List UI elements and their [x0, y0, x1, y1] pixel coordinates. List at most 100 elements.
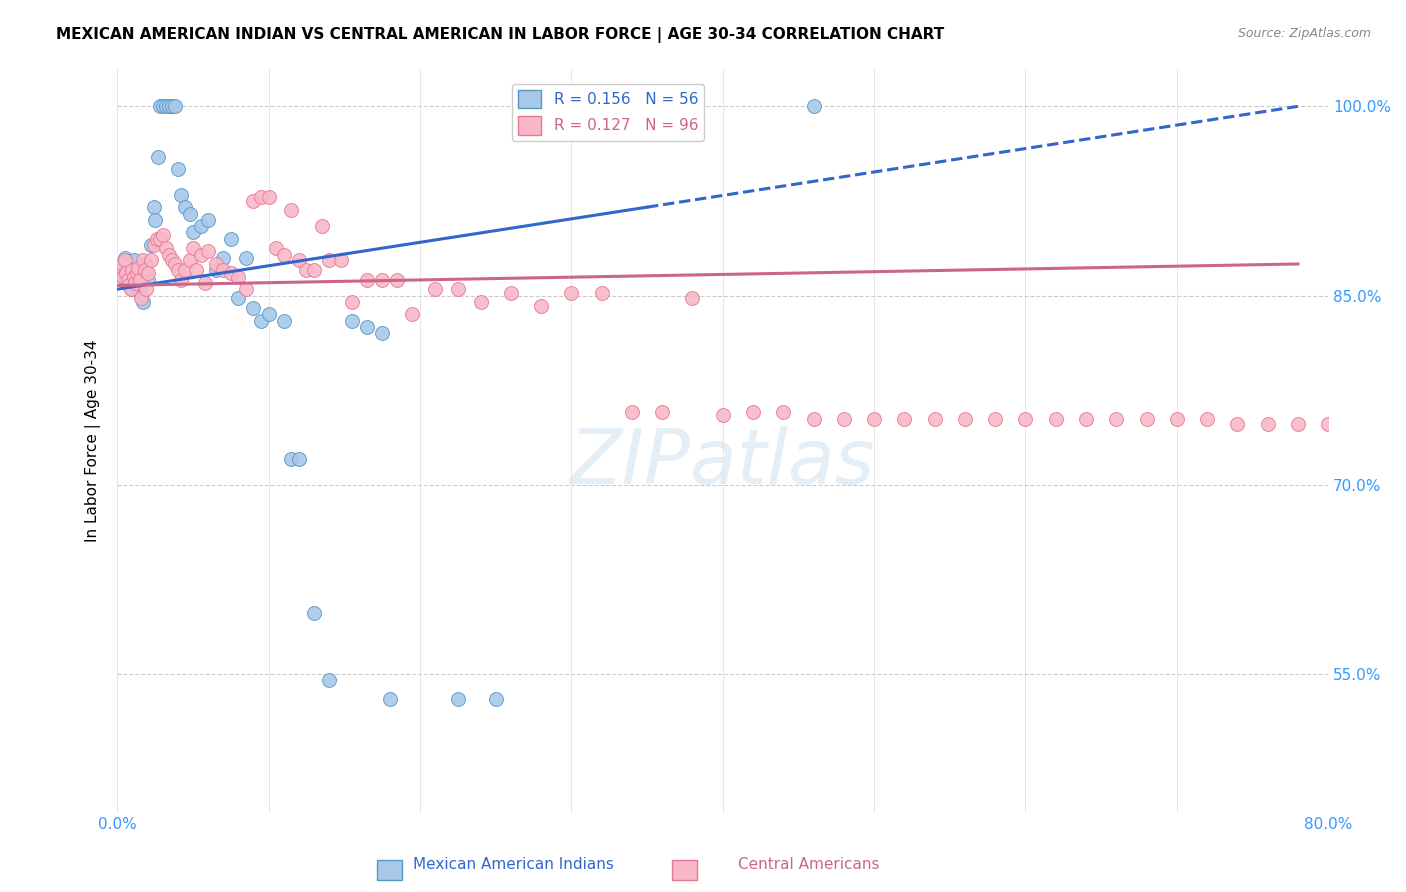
Point: [378, 692, 401, 706]
Point: [160, 253, 183, 268]
Point: [152, 227, 174, 242]
Point: [560, 285, 582, 300]
Legend: R = 0.156   N = 56, R = 0.127   N = 96: R = 0.156 N = 56, R = 0.127 N = 96: [512, 84, 704, 141]
Point: [139, 253, 162, 268]
Point: [197, 212, 219, 227]
Point: [179, 253, 201, 268]
Point: [129, 273, 152, 287]
Point: [129, 282, 152, 296]
Point: [155, 99, 177, 113]
Point: [1257, 417, 1279, 431]
Point: [288, 452, 311, 467]
Text: MEXICAN AMERICAN INDIAN VS CENTRAL AMERICAN IN LABOR FORCE | AGE 30-34 CORRELATI: MEXICAN AMERICAN INDIAN VS CENTRAL AMERI…: [56, 27, 945, 43]
Point: [118, 278, 141, 293]
Point: [120, 282, 142, 296]
Point: [1105, 412, 1128, 426]
Point: [1286, 417, 1309, 431]
Point: [1045, 412, 1067, 426]
Point: [257, 190, 280, 204]
Point: [122, 269, 145, 284]
Point: [257, 307, 280, 321]
Point: [166, 162, 188, 177]
Point: [170, 273, 193, 287]
Point: [127, 260, 149, 275]
Point: [591, 285, 613, 300]
Point: [136, 273, 159, 287]
Point: [120, 273, 142, 287]
Point: [273, 314, 295, 328]
Point: [470, 294, 492, 309]
Point: [142, 200, 165, 214]
Point: [179, 206, 201, 220]
Point: [160, 99, 183, 113]
Point: [219, 266, 242, 280]
Point: [149, 232, 172, 246]
Point: [530, 299, 553, 313]
Point: [330, 253, 353, 268]
Point: [204, 257, 226, 271]
Point: [114, 253, 136, 268]
Point: [318, 673, 340, 687]
Point: [1135, 412, 1157, 426]
Point: [134, 257, 156, 271]
Point: [387, 273, 409, 287]
Point: [122, 253, 145, 268]
Point: [117, 266, 139, 280]
Point: [124, 276, 146, 290]
Point: [1074, 412, 1097, 426]
Point: [145, 232, 167, 246]
Point: [166, 263, 188, 277]
Y-axis label: In Labor Force | Age 30-34: In Labor Force | Age 30-34: [86, 339, 101, 541]
Point: [1166, 412, 1188, 426]
Point: [125, 269, 148, 284]
Point: [142, 238, 165, 252]
Point: [235, 251, 257, 265]
Point: [174, 200, 197, 214]
Point: [924, 412, 946, 426]
Point: [114, 251, 136, 265]
Point: [111, 257, 134, 271]
Point: [163, 257, 186, 271]
Point: [711, 409, 734, 423]
Point: [157, 99, 180, 113]
Point: [893, 412, 915, 426]
Point: [197, 244, 219, 259]
Point: [219, 232, 242, 246]
Point: [174, 263, 197, 277]
Point: [121, 282, 143, 296]
Text: Central Americans: Central Americans: [738, 857, 879, 872]
Point: [288, 253, 311, 268]
Point: [170, 187, 193, 202]
Point: [143, 212, 166, 227]
Point: [250, 314, 273, 328]
Point: [651, 404, 673, 418]
Point: [228, 291, 250, 305]
Point: [340, 294, 363, 309]
Point: [115, 260, 138, 275]
Point: [149, 99, 172, 113]
Point: [356, 320, 378, 334]
Point: [447, 692, 470, 706]
Point: [1014, 412, 1036, 426]
Point: [190, 248, 212, 262]
Point: [356, 273, 378, 287]
Point: [127, 263, 149, 277]
Point: [311, 219, 333, 234]
Point: [132, 253, 155, 268]
Point: [157, 248, 180, 262]
Point: [131, 291, 153, 305]
Point: [803, 412, 825, 426]
Point: [135, 282, 157, 296]
Point: [1347, 417, 1369, 431]
Point: [984, 412, 1007, 426]
Point: [742, 404, 765, 418]
Point: [235, 282, 257, 296]
Point: [953, 412, 976, 426]
Point: [371, 273, 394, 287]
Point: [155, 241, 177, 255]
Point: [212, 263, 235, 277]
Text: ZIPatlas: ZIPatlas: [569, 425, 876, 500]
Point: [112, 269, 135, 284]
Point: [194, 276, 217, 290]
Point: [295, 263, 318, 277]
